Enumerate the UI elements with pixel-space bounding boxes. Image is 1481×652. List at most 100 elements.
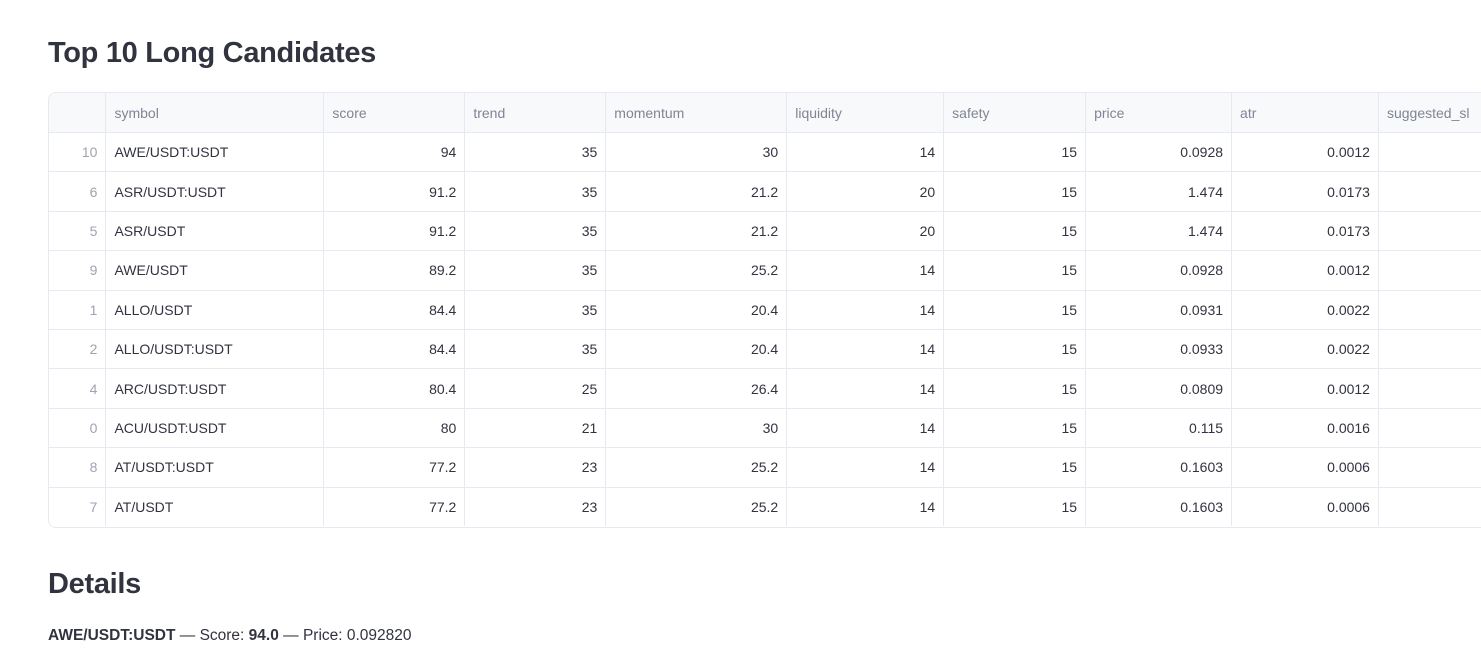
candidates-dataframe[interactable]: symbol score trend momentum liquidity safety p… <box>48 92 1481 528</box>
cell-score[interactable]: 84.4 <box>323 329 466 370</box>
cell-safety[interactable]: 15 <box>943 329 1087 370</box>
cell-score[interactable]: 89.2 <box>323 250 466 291</box>
cell-momentum[interactable]: 25.2 <box>605 487 788 526</box>
cell-suggested_sl[interactable] <box>1378 447 1481 488</box>
cell-price[interactable]: 1.474 <box>1085 211 1233 252</box>
cell-score[interactable]: 77.2 <box>323 487 466 526</box>
cell-symbol[interactable]: ALLO/USDT <box>105 290 325 330</box>
cell-momentum[interactable]: 20.4 <box>605 329 788 370</box>
cell-trend[interactable]: 35 <box>464 329 607 370</box>
cell-price[interactable]: 1.474 <box>1085 171 1233 212</box>
cell-price[interactable]: 0.115 <box>1085 408 1233 449</box>
table-row[interactable]: 1 ALLO/USDT 84.4 35 20.4 14 15 0.0931 0.0022 <box>49 290 1481 330</box>
cell-symbol[interactable]: ALLO/USDT:USDT <box>105 329 325 370</box>
column-header-index[interactable] <box>49 93 107 133</box>
cell-liquidity[interactable]: 14 <box>786 447 945 488</box>
cell-safety[interactable]: 15 <box>943 290 1087 330</box>
cell-suggested_sl[interactable] <box>1378 368 1481 409</box>
cell-trend[interactable]: 23 <box>464 487 607 526</box>
cell-trend[interactable]: 35 <box>464 250 607 291</box>
cell-index[interactable]: 7 <box>49 487 107 526</box>
cell-liquidity[interactable]: 14 <box>786 368 945 409</box>
cell-liquidity[interactable]: 20 <box>786 211 945 252</box>
cell-atr[interactable]: 0.0006 <box>1231 447 1379 488</box>
cell-index[interactable]: 9 <box>49 250 107 291</box>
cell-safety[interactable]: 15 <box>943 447 1087 488</box>
cell-trend[interactable]: 21 <box>464 408 607 449</box>
cell-liquidity[interactable]: 14 <box>786 408 945 449</box>
cell-trend[interactable]: 35 <box>464 171 607 212</box>
cell-index[interactable]: 4 <box>49 368 107 409</box>
cell-symbol[interactable]: ACU/USDT:USDT <box>105 408 325 449</box>
cell-momentum[interactable]: 30 <box>605 132 788 173</box>
cell-momentum[interactable]: 21.2 <box>605 171 788 212</box>
cell-symbol[interactable]: AWE/USDT <box>105 250 325 291</box>
table-row[interactable]: 4 ARC/USDT:USDT 80.4 25 26.4 14 15 0.0809 0.0012 <box>49 368 1481 409</box>
cell-index[interactable]: 10 <box>49 132 107 173</box>
cell-trend[interactable]: 35 <box>464 290 607 330</box>
cell-atr[interactable]: 0.0173 <box>1231 171 1379 212</box>
cell-index[interactable]: 8 <box>49 447 107 488</box>
cell-liquidity[interactable]: 20 <box>786 171 945 212</box>
column-header-liquidity[interactable]: liquidity <box>786 93 945 133</box>
cell-price[interactable]: 0.0931 <box>1085 290 1233 330</box>
column-header-safety[interactable]: safety <box>943 93 1087 133</box>
table-row[interactable]: 5 ASR/USDT 91.2 35 21.2 20 15 1.474 0.0173 <box>49 211 1481 252</box>
table-row[interactable]: 0 ACU/USDT:USDT 80 21 30 14 15 0.115 0.0016 <box>49 408 1481 449</box>
cell-price[interactable]: 0.0928 <box>1085 250 1233 291</box>
cell-suggested_sl[interactable] <box>1378 211 1481 252</box>
cell-index[interactable]: 5 <box>49 211 107 252</box>
table-row[interactable]: 9 AWE/USDT 89.2 35 25.2 14 15 0.0928 0.0012 <box>49 250 1481 291</box>
column-header-suggested_sl[interactable]: suggested_sl <box>1378 93 1481 133</box>
cell-index[interactable]: 2 <box>49 329 107 370</box>
cell-safety[interactable]: 15 <box>943 368 1087 409</box>
cell-index[interactable]: 6 <box>49 171 107 212</box>
cell-suggested_sl[interactable] <box>1378 290 1481 330</box>
cell-suggested_sl[interactable] <box>1378 171 1481 212</box>
column-header-atr[interactable]: atr <box>1231 93 1379 133</box>
cell-safety[interactable]: 15 <box>943 487 1087 526</box>
cell-suggested_sl[interactable] <box>1378 329 1481 370</box>
cell-atr[interactable]: 0.0173 <box>1231 211 1379 252</box>
table-row[interactable]: 6 ASR/USDT:USDT 91.2 35 21.2 20 15 1.474 0.0173 <box>49 171 1481 212</box>
cell-price[interactable]: 0.0809 <box>1085 368 1233 409</box>
cell-price[interactable]: 0.1603 <box>1085 447 1233 488</box>
cell-symbol[interactable]: ASR/USDT:USDT <box>105 171 325 212</box>
cell-trend[interactable]: 35 <box>464 211 607 252</box>
cell-atr[interactable]: 0.0012 <box>1231 250 1379 291</box>
cell-liquidity[interactable]: 14 <box>786 487 945 526</box>
table-row[interactable]: 2 ALLO/USDT:USDT 84.4 35 20.4 14 15 0.0933 0.002… <box>49 329 1481 370</box>
cell-momentum[interactable]: 21.2 <box>605 211 788 252</box>
cell-score[interactable]: 77.2 <box>323 447 466 488</box>
cell-trend[interactable]: 23 <box>464 447 607 488</box>
cell-price[interactable]: 0.0933 <box>1085 329 1233 370</box>
cell-safety[interactable]: 15 <box>943 408 1087 449</box>
cell-atr[interactable]: 0.0012 <box>1231 132 1379 173</box>
column-header-symbol[interactable]: symbol <box>105 93 325 133</box>
cell-safety[interactable]: 15 <box>943 171 1087 212</box>
cell-suggested_sl[interactable] <box>1378 132 1481 173</box>
cell-trend[interactable]: 35 <box>464 132 607 173</box>
cell-index[interactable]: 1 <box>49 290 107 330</box>
cell-index[interactable]: 0 <box>49 408 107 449</box>
cell-price[interactable]: 0.1603 <box>1085 487 1233 526</box>
table-row[interactable]: 10 AWE/USDT:USDT 94 35 30 14 15 0.0928 0.0012 <box>49 132 1481 173</box>
cell-momentum[interactable]: 30 <box>605 408 788 449</box>
cell-atr[interactable]: 0.0016 <box>1231 408 1379 449</box>
cell-suggested_sl[interactable] <box>1378 487 1481 526</box>
table-row[interactable]: 8 AT/USDT:USDT 77.2 23 25.2 14 15 0.1603 0.0006 <box>49 447 1481 488</box>
cell-score[interactable]: 80.4 <box>323 368 466 409</box>
cell-liquidity[interactable]: 14 <box>786 250 945 291</box>
cell-suggested_sl[interactable] <box>1378 408 1481 449</box>
cell-liquidity[interactable]: 14 <box>786 290 945 330</box>
cell-liquidity[interactable]: 14 <box>786 132 945 173</box>
cell-safety[interactable]: 15 <box>943 211 1087 252</box>
column-header-trend[interactable]: trend <box>464 93 607 133</box>
cell-atr[interactable]: 0.0012 <box>1231 368 1379 409</box>
cell-price[interactable]: 0.0928 <box>1085 132 1233 173</box>
cell-score[interactable]: 80 <box>323 408 466 449</box>
cell-atr[interactable]: 0.0006 <box>1231 487 1379 526</box>
cell-score[interactable]: 94 <box>323 132 466 173</box>
cell-atr[interactable]: 0.0022 <box>1231 290 1379 330</box>
cell-trend[interactable]: 25 <box>464 368 607 409</box>
